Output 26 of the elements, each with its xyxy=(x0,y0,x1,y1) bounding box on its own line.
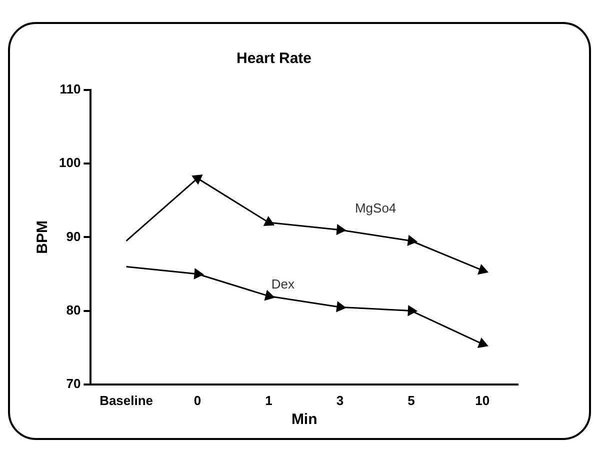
x-tick-label: 0 xyxy=(194,392,202,408)
y-axis-title: BPM xyxy=(34,220,52,254)
x-tick-label: 10 xyxy=(475,392,490,408)
x-tick-label: Baseline xyxy=(100,392,154,408)
point xyxy=(336,224,346,235)
x-axis-title: Min xyxy=(291,411,318,428)
point xyxy=(194,268,204,279)
series-label: MgSo4 xyxy=(354,200,396,216)
point xyxy=(407,236,417,246)
chart-title: Heart Rate xyxy=(236,50,312,68)
x-tick-label: 3 xyxy=(336,392,344,408)
y-tick-label: 80 xyxy=(66,302,81,318)
point xyxy=(478,264,488,274)
y-tick-label: 90 xyxy=(66,228,81,244)
x-tick-label: 1 xyxy=(265,392,272,408)
series-label: Dex xyxy=(271,276,296,292)
point xyxy=(264,216,274,226)
point xyxy=(478,338,488,348)
y-tick-label: 70 xyxy=(66,376,81,391)
y-tick-label: 110 xyxy=(60,82,81,97)
point xyxy=(408,306,417,316)
point xyxy=(264,290,274,300)
point xyxy=(192,174,202,184)
point xyxy=(336,302,346,312)
x-tick-label: 5 xyxy=(408,392,415,408)
y-tick-label: 100 xyxy=(58,155,81,170)
